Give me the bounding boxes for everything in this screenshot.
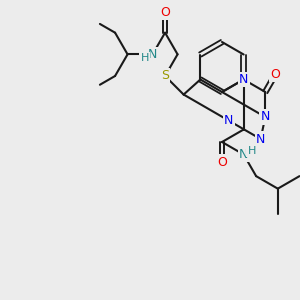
Text: N: N	[261, 110, 270, 124]
Text: H: H	[248, 146, 256, 155]
Text: H: H	[140, 53, 149, 63]
Text: N: N	[239, 148, 248, 161]
Text: N: N	[256, 133, 265, 146]
Text: S: S	[161, 70, 169, 83]
Text: O: O	[160, 6, 170, 19]
Text: O: O	[270, 68, 280, 81]
Text: N: N	[239, 73, 248, 86]
Text: O: O	[217, 155, 227, 169]
Text: N: N	[224, 114, 233, 127]
Text: N: N	[148, 48, 157, 61]
